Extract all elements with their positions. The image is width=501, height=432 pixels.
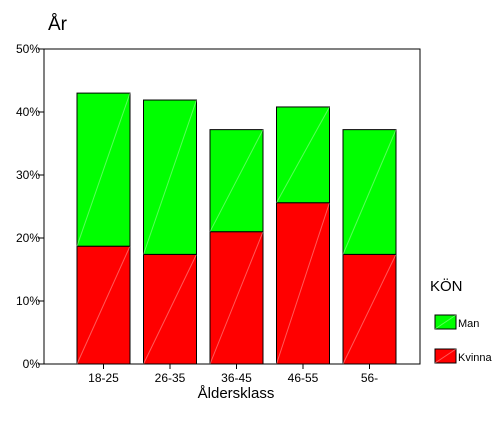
bar-man <box>342 129 397 255</box>
chart-title: År <box>48 14 68 35</box>
y-axis: 0% 10% 20% 30% 40% 50% <box>16 42 44 371</box>
y-tick-label: 20% <box>16 231 40 245</box>
bar-shading <box>276 202 330 365</box>
bar-shading <box>76 245 131 365</box>
x-tick-label: 56- <box>361 371 378 385</box>
x-tick-label: 46-55 <box>288 371 319 385</box>
bar-man <box>76 92 131 247</box>
y-tick-label: 50% <box>16 42 40 56</box>
x-tick-label: 26-35 <box>155 371 186 385</box>
y-tick-label: 10% <box>16 294 40 308</box>
bar-shading <box>209 231 264 365</box>
bar-shading <box>342 129 397 255</box>
bar-kvinna <box>209 231 264 365</box>
legend-title: KÖN <box>430 277 463 295</box>
legend-swatch-kvinna <box>434 348 457 364</box>
x-axis: 18-25 26-35 36-45 46-55 56- <box>88 364 378 385</box>
bar-shading <box>342 254 397 365</box>
legend-swatch-man <box>434 314 457 330</box>
y-tick-label: 30% <box>16 168 40 182</box>
bar-man <box>143 99 197 255</box>
legend: KÖN Man Kvinna <box>430 277 493 364</box>
legend-swatch-shading <box>434 314 457 330</box>
legend-label-kvinna: Kvinna <box>458 352 493 364</box>
bar-shading <box>276 106 330 203</box>
legend-label-man: Man <box>458 318 479 330</box>
bars <box>76 92 397 365</box>
bar-shading <box>76 92 131 247</box>
x-tick-label: 18-25 <box>88 371 119 385</box>
y-tick-label: 40% <box>16 105 40 119</box>
bar-shading <box>209 129 264 232</box>
legend-swatch-shading <box>434 348 457 364</box>
bar-man <box>209 129 264 233</box>
x-tick-label: 36-45 <box>221 371 252 385</box>
bar-shading <box>143 254 197 365</box>
x-axis-label: Åldersklass <box>198 385 275 402</box>
bar-shading <box>143 99 197 255</box>
bar-man <box>276 106 330 204</box>
bar-kvinna <box>276 202 330 365</box>
y-tick-label: 0% <box>23 357 41 371</box>
bar-kvinna <box>342 253 397 365</box>
